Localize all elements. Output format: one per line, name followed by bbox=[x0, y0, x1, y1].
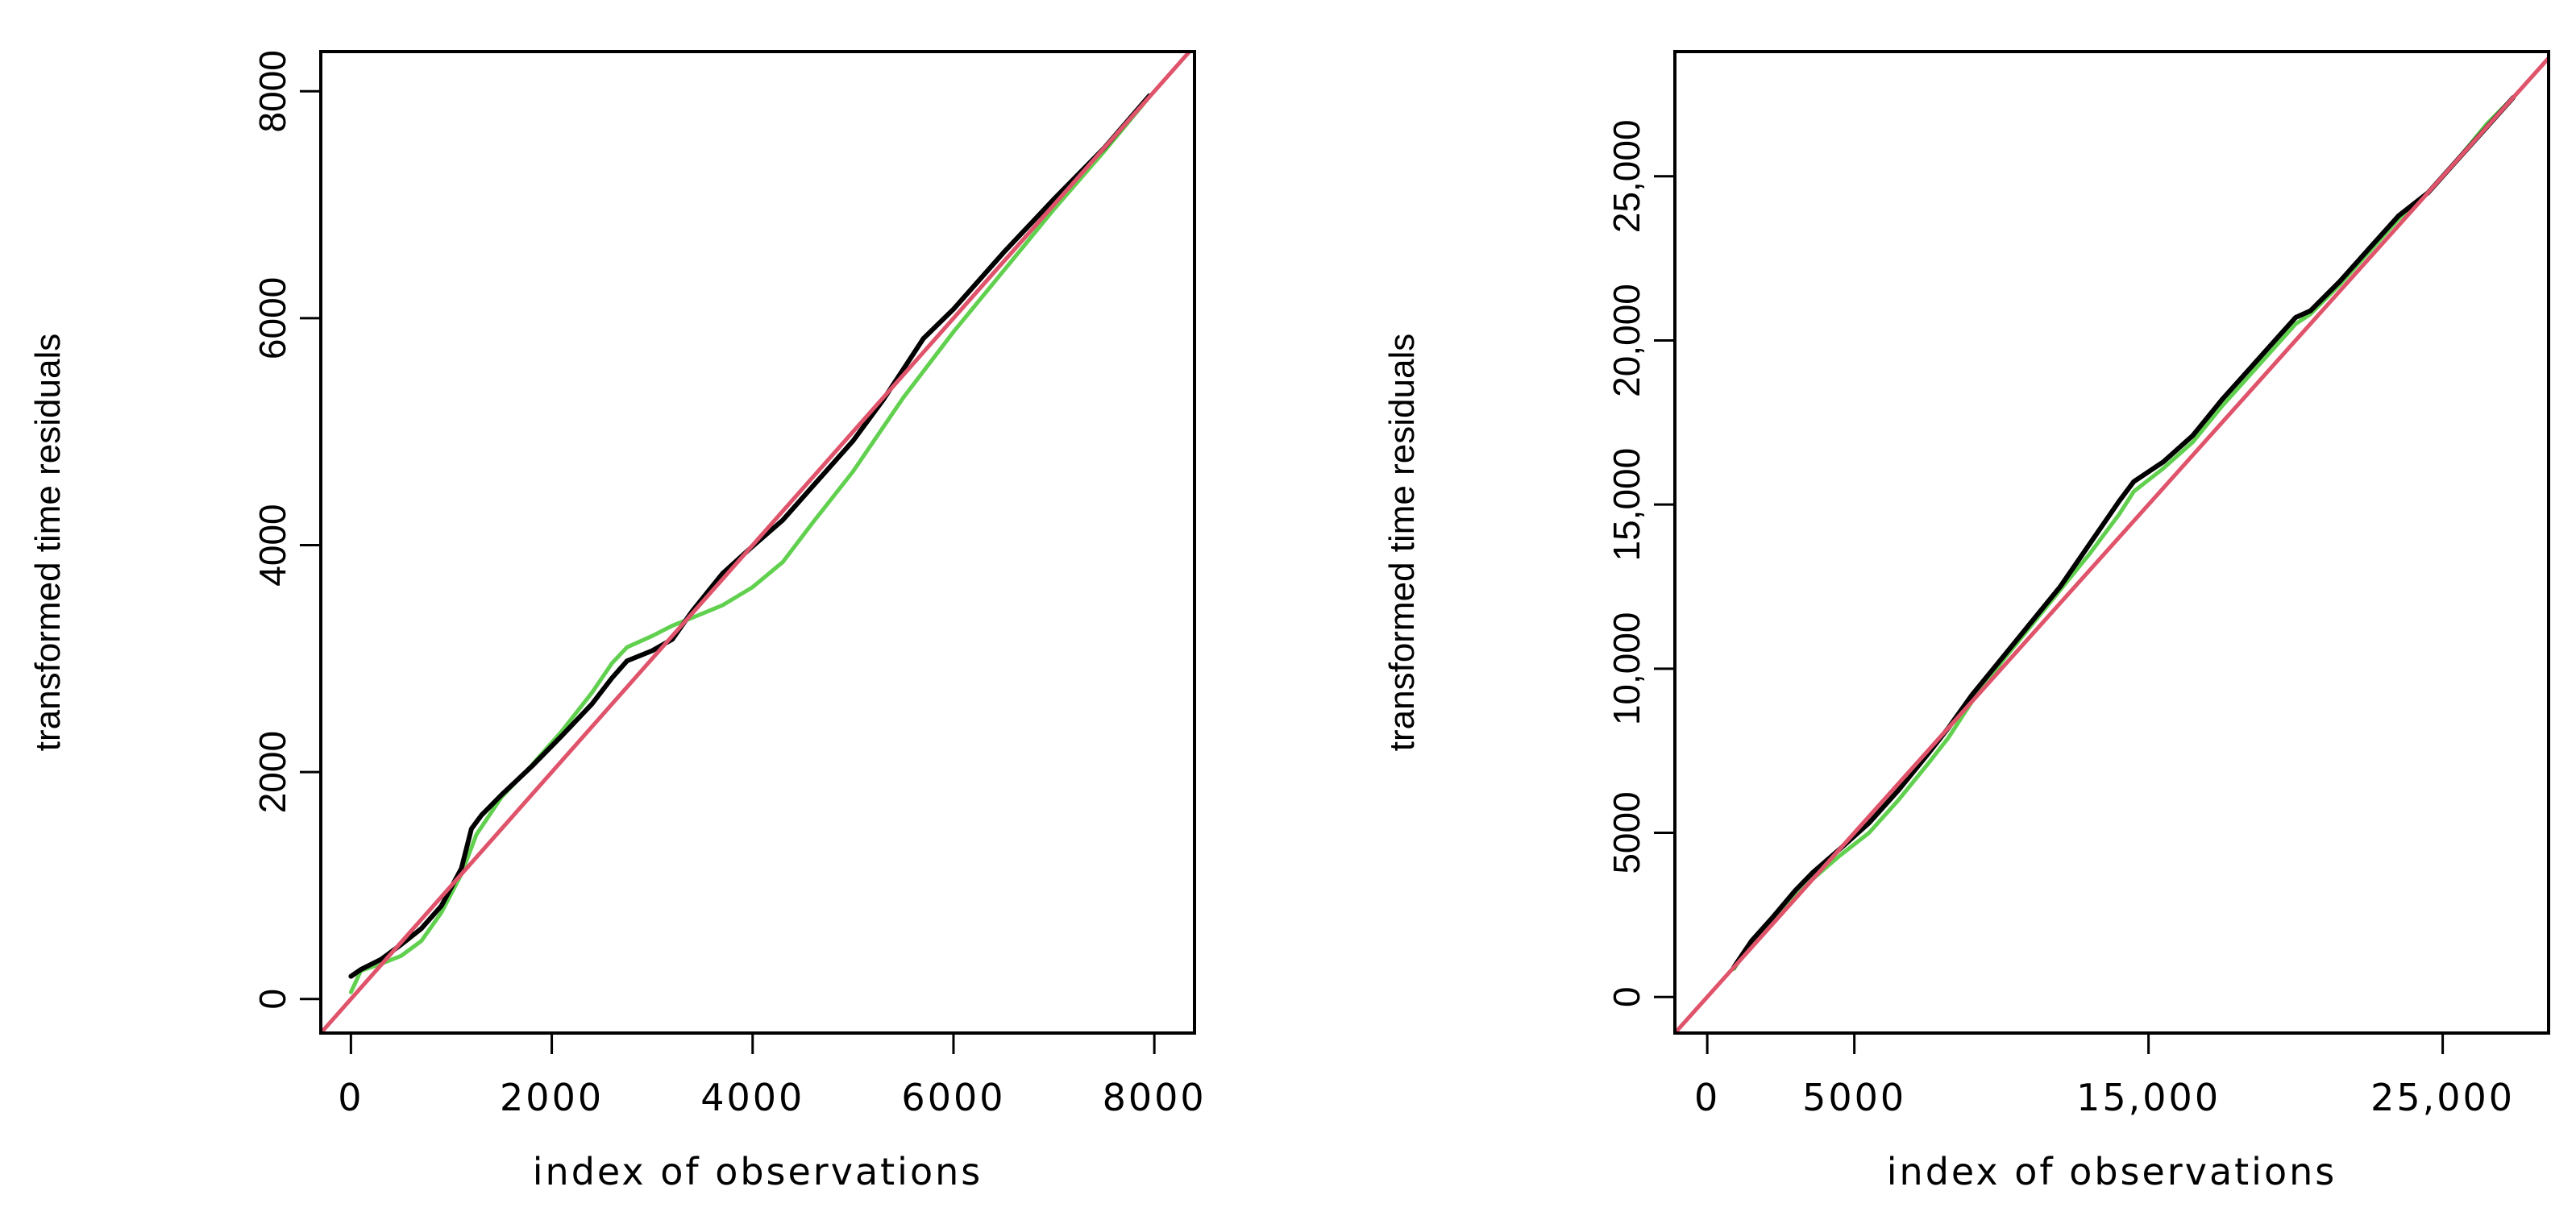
x-axis-title: index of observations bbox=[533, 1150, 983, 1193]
simulated-series-line bbox=[348, 94, 1152, 994]
x-tick-label: 2000 bbox=[500, 1076, 604, 1119]
x-tick-label: 15,000 bbox=[2076, 1076, 2221, 1119]
x-tick-label: 0 bbox=[338, 1076, 364, 1119]
x-tick-label: 8000 bbox=[1103, 1076, 1207, 1119]
plot-frame bbox=[1673, 50, 2550, 1035]
y-tick-label: 0 bbox=[1606, 986, 1647, 1007]
right-plot-panel: 0 5000 15,000 25,000 0 5000 10,000 15,000 20,000… bbox=[1382, 50, 2550, 1193]
left-plot-panel: 0 2000 4000 6000 8000 0 2000 4000 6000 8000 index … bbox=[28, 50, 1207, 1193]
y-tick-label: 15,000 bbox=[1606, 448, 1647, 562]
observed-series-line bbox=[348, 93, 1152, 979]
x-tick-label: 25,000 bbox=[2370, 1076, 2515, 1119]
y-tick-label: 5000 bbox=[1606, 791, 1647, 874]
reference-series-line bbox=[1675, 56, 2549, 1033]
y-tick-label: 4000 bbox=[251, 504, 293, 586]
reference-series-line bbox=[321, 52, 1193, 1033]
y-tick-label: 0 bbox=[251, 989, 293, 1010]
y-tick-label: 20,000 bbox=[1606, 284, 1647, 397]
y-tick-label: 6000 bbox=[251, 277, 293, 359]
y-tick-label: 25,000 bbox=[1606, 119, 1647, 233]
x-axis-title: index of observations bbox=[1887, 1150, 2337, 1193]
x-tick-label: 5000 bbox=[1802, 1076, 1906, 1119]
x-tick-label: 4000 bbox=[700, 1076, 804, 1119]
x-tick-label: 0 bbox=[1694, 1076, 1720, 1119]
series-group bbox=[321, 52, 1193, 1033]
y-tick-label: 10,000 bbox=[1606, 612, 1647, 725]
plot-frame bbox=[319, 50, 1196, 1035]
y-axis-title: transformed time residuals bbox=[1382, 334, 1422, 751]
y-tick-label: 2000 bbox=[251, 731, 293, 813]
y-tick-label: 8000 bbox=[251, 50, 293, 132]
y-axis-title: transformed time residuals bbox=[28, 334, 68, 751]
series-group bbox=[1675, 56, 2549, 1033]
x-tick-label: 6000 bbox=[901, 1076, 1005, 1119]
